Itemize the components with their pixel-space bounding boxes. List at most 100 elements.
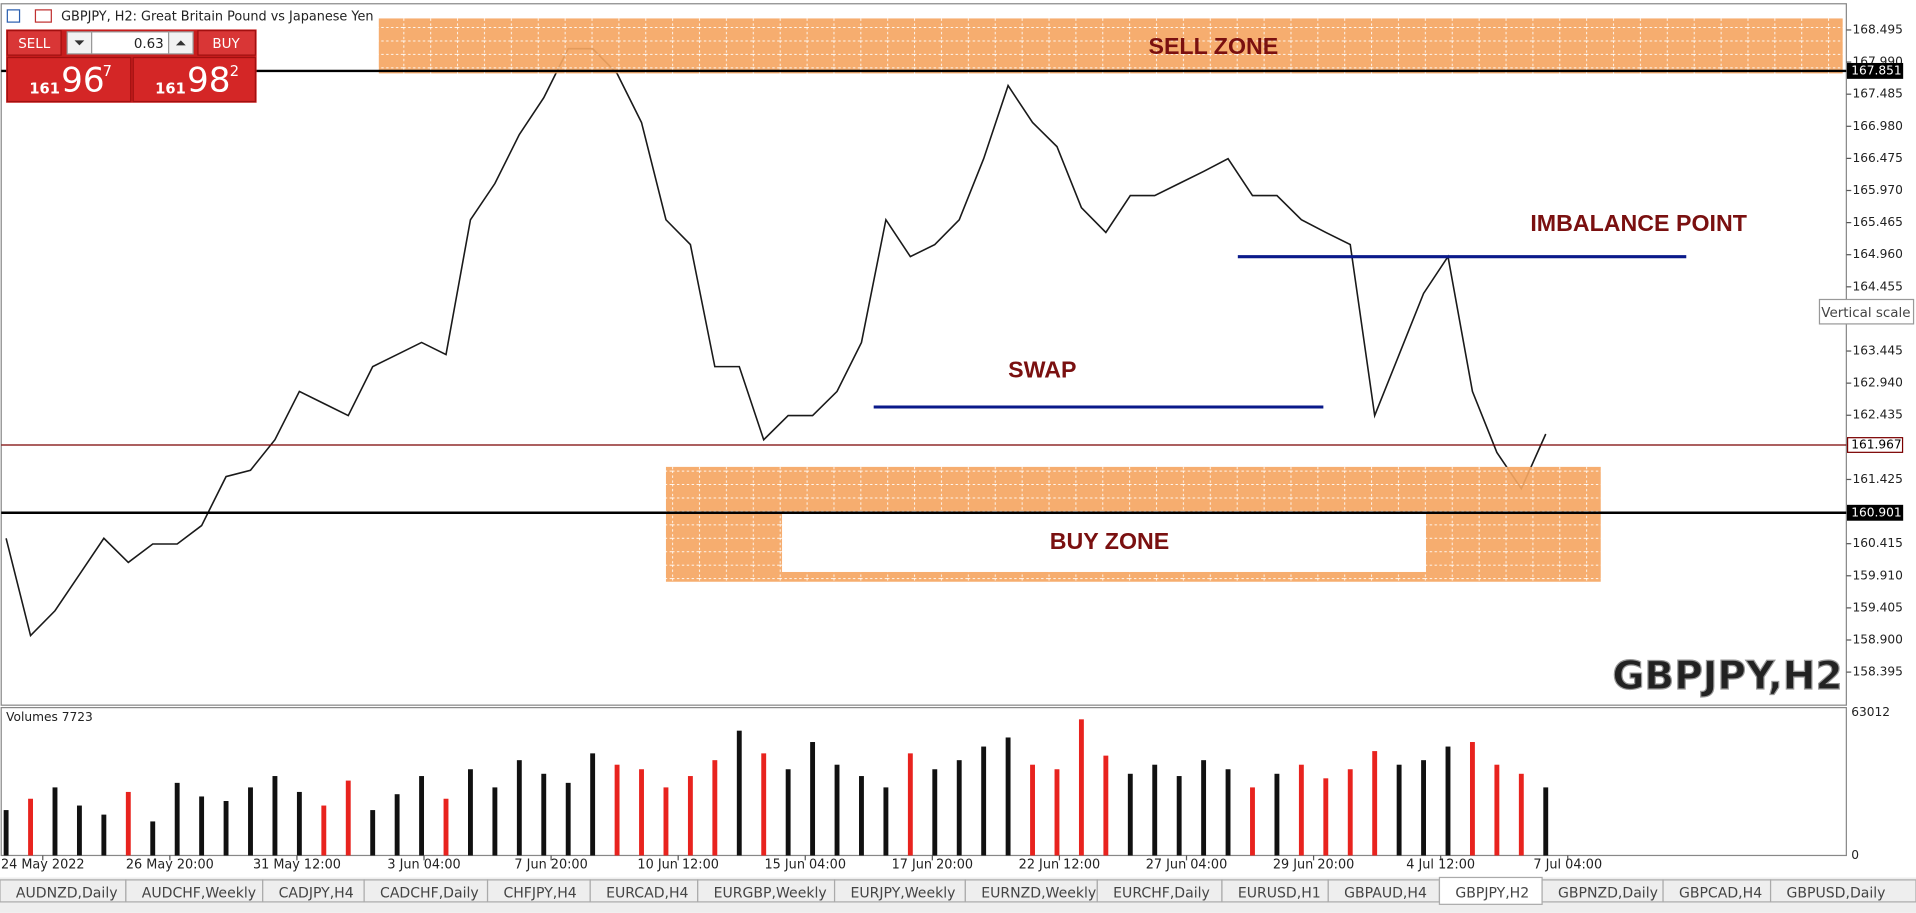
volume-bar bbox=[370, 810, 376, 856]
level-label: 161.967 bbox=[1851, 438, 1901, 452]
volume-bar bbox=[272, 776, 278, 856]
volume-bar bbox=[956, 760, 962, 856]
tab-label: EURJPY,Weekly bbox=[850, 885, 955, 901]
level-label: 167.851 bbox=[1851, 63, 1901, 77]
y-tick-label: 165.970 bbox=[1852, 183, 1902, 197]
volume-bar bbox=[1005, 737, 1011, 856]
y-tick-label: 164.960 bbox=[1852, 247, 1902, 261]
tab-label: AUDCHF,Weekly bbox=[142, 885, 256, 901]
level-tag bbox=[1846, 437, 1904, 453]
tab-label: GBPUSD,Daily bbox=[1786, 885, 1885, 901]
ask-main: 98 bbox=[187, 60, 231, 100]
volume-bar bbox=[248, 787, 253, 856]
volume-bar bbox=[1421, 760, 1427, 856]
x-tick-label: 29 Jun 20:00 bbox=[1273, 858, 1355, 873]
ask-box[interactable] bbox=[132, 56, 256, 103]
x-tick-label: 22 Jun 12:00 bbox=[1019, 858, 1100, 873]
volume-bar bbox=[150, 821, 156, 856]
volume-bar bbox=[907, 753, 913, 856]
volume-bar bbox=[736, 730, 742, 856]
chart-frame bbox=[0, 3, 1847, 706]
symbol-watermark: GBPJPY,H2 bbox=[1612, 654, 1842, 699]
tab-label: EURNZD,Weekly bbox=[981, 885, 1096, 901]
y-tick-label: 164.455 bbox=[1852, 279, 1902, 293]
sell-zone bbox=[378, 18, 1843, 74]
bid-big: 161 bbox=[29, 80, 60, 97]
volume-frame bbox=[0, 706, 1847, 857]
y-tick-label: 158.395 bbox=[1852, 665, 1902, 679]
lot-up-arrow bbox=[175, 40, 186, 46]
volume-bar bbox=[1396, 764, 1402, 856]
tab-label: GBPJPY,H2 bbox=[1455, 885, 1529, 901]
volume-bar bbox=[1152, 764, 1158, 856]
x-tick-label: 7 Jun 20:00 bbox=[514, 858, 587, 873]
volume-bar bbox=[443, 798, 449, 856]
y-tick-label: 160.415 bbox=[1852, 536, 1902, 550]
tab-label: EURCAD,H4 bbox=[606, 885, 688, 901]
trade-icon[interactable] bbox=[34, 9, 52, 23]
y-tick-label: 168.495 bbox=[1852, 22, 1902, 36]
y-tick-label: 162.940 bbox=[1852, 376, 1902, 390]
level-tag bbox=[1846, 62, 1904, 79]
x-tick-label: 10 Jun 12:00 bbox=[637, 858, 719, 873]
menu-icon[interactable] bbox=[6, 9, 21, 23]
x-tick-label: 4 Jul 12:00 bbox=[1406, 858, 1475, 873]
volume-title: Volumes 7723 bbox=[6, 710, 93, 724]
y-tick-label: 165.465 bbox=[1852, 215, 1902, 229]
volume-bar bbox=[492, 787, 498, 856]
volume-bar bbox=[174, 782, 180, 856]
tab-label: EURGBP,Weekly bbox=[714, 885, 827, 901]
x-tick-label: 27 Jun 04:00 bbox=[1146, 858, 1227, 873]
tab[interactable] bbox=[1769, 879, 1916, 903]
volume-bar bbox=[541, 773, 547, 856]
x-tick-label: 24 May 2022 bbox=[1, 858, 85, 873]
y-tick-label: 166.475 bbox=[1852, 151, 1902, 165]
x-tick-label: 3 Jun 04:00 bbox=[387, 858, 460, 873]
window-title: GBPJPY, H2: Great Britain Pound vs Japan… bbox=[61, 10, 373, 25]
tab-label: GBPAUD,H4 bbox=[1344, 885, 1427, 901]
tab-label: EURCHF,Daily bbox=[1113, 885, 1210, 901]
volume-tick-label: 63012 bbox=[1851, 705, 1890, 719]
volume-bar bbox=[199, 796, 205, 856]
volume-bar bbox=[565, 782, 571, 856]
x-tick-label: 31 May 12:00 bbox=[253, 858, 341, 873]
volume-bar bbox=[1030, 764, 1035, 856]
buy-button[interactable] bbox=[197, 30, 256, 56]
y-tick-label: 162.435 bbox=[1852, 408, 1902, 422]
y-tick-label: 159.405 bbox=[1852, 600, 1902, 614]
imbalance-label: IMBALANCE POINT bbox=[1530, 210, 1747, 236]
volume-bar bbox=[3, 810, 9, 856]
y-tick-label: 159.910 bbox=[1852, 568, 1902, 582]
volume-bar bbox=[419, 776, 425, 856]
volume-bar bbox=[52, 787, 58, 856]
y-tick-label: 158.900 bbox=[1852, 632, 1902, 646]
tab-label: AUDNZD,Daily bbox=[16, 885, 118, 901]
volume-bar bbox=[883, 787, 889, 856]
tab-label: CADCHF,Daily bbox=[380, 885, 479, 901]
volume-bar bbox=[981, 746, 987, 856]
volume-bar bbox=[859, 776, 864, 856]
volume-bar bbox=[614, 764, 620, 856]
tooltip: Vertical scale bbox=[1821, 306, 1910, 321]
volume-bar bbox=[76, 805, 82, 856]
volume-bar bbox=[785, 769, 791, 856]
volume-bar bbox=[1054, 769, 1060, 856]
volume-bar bbox=[125, 791, 131, 856]
tab-label: EURUSD,H1 bbox=[1238, 885, 1321, 901]
sell-button[interactable] bbox=[6, 30, 62, 56]
tab[interactable] bbox=[1438, 876, 1543, 905]
volume-bar bbox=[296, 791, 302, 856]
x-tick-label: 15 Jun 04:00 bbox=[765, 858, 846, 873]
lot-down-arrow bbox=[74, 40, 85, 46]
buy-label: BUY bbox=[212, 37, 240, 52]
volume-bar bbox=[1225, 769, 1231, 856]
volume-bar bbox=[590, 753, 596, 856]
volume-bar bbox=[1201, 760, 1207, 856]
bid-box[interactable] bbox=[6, 56, 132, 103]
volume-bar bbox=[1103, 755, 1109, 856]
y-tick-label: 167.485 bbox=[1852, 87, 1902, 101]
volume-bar bbox=[321, 805, 327, 856]
volume-bar bbox=[1543, 787, 1549, 856]
volume-bar bbox=[1127, 773, 1133, 856]
volume-bar bbox=[394, 794, 400, 856]
